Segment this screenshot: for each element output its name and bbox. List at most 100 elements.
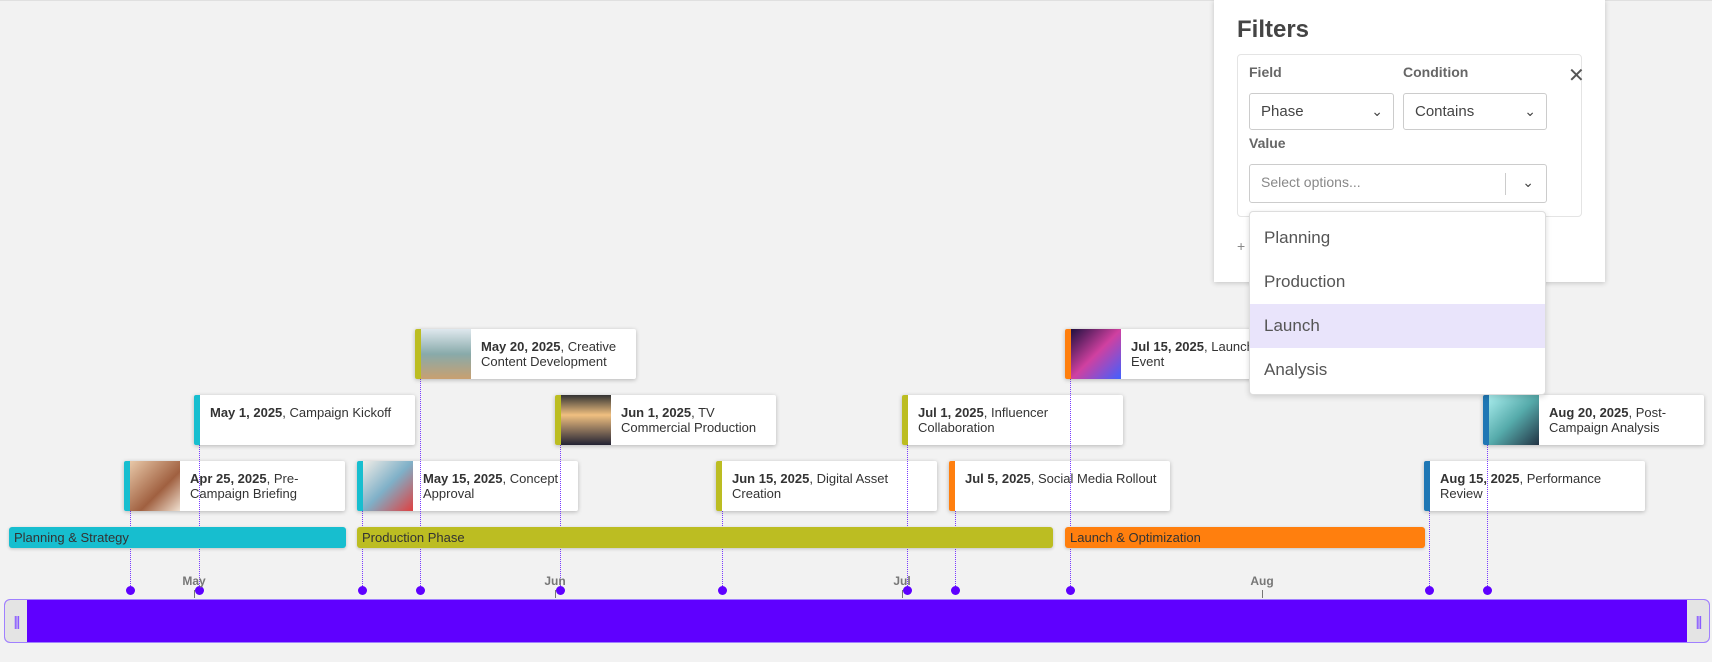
close-icon[interactable]: ✕ <box>1568 65 1585 87</box>
event-title: Influencer Collaboration <box>918 405 1049 435</box>
event-date: Jul 15, 2025 <box>1131 339 1204 354</box>
event-connector-line <box>199 445 200 590</box>
condition-select[interactable]: Contains ⌄ <box>1403 93 1547 130</box>
event-connector-line <box>1487 445 1488 590</box>
event-card[interactable]: Jun 15, 2025, Digital Asset Creation <box>716 461 937 511</box>
event-card[interactable]: Apr 25, 2025, Pre-Campaign Briefing <box>124 461 345 511</box>
event-date: May 1, 2025 <box>210 405 283 420</box>
month-tick <box>1262 590 1263 598</box>
event-title: Concept Approval <box>423 471 559 501</box>
event-date: May 20, 2025 <box>481 339 561 354</box>
event-dot[interactable] <box>1483 586 1492 595</box>
event-connector-line <box>955 511 956 590</box>
event-phase-marker <box>1483 395 1489 445</box>
event-dot[interactable] <box>195 586 204 595</box>
event-text: Aug 15, 2025, Performance Review <box>1440 471 1602 501</box>
event-phase-marker <box>415 329 421 379</box>
event-text: May 15, 2025, Concept Approval <box>423 471 559 501</box>
event-card[interactable]: Jul 1, 2025, Influencer Collaboration <box>902 395 1123 445</box>
event-date: Jun 1, 2025 <box>621 405 692 420</box>
option-production[interactable]: Production <box>1264 272 1346 291</box>
event-dot[interactable] <box>358 586 367 595</box>
event-dot[interactable] <box>416 586 425 595</box>
timeline-range-slider[interactable]: ||| ||| <box>4 599 1710 643</box>
event-title: Social Media Rollout <box>1038 471 1157 486</box>
option-launch[interactable]: Launch <box>1250 304 1545 348</box>
event-card[interactable]: Aug 15, 2025, Performance Review <box>1424 461 1645 511</box>
event-text: Aug 20, 2025, Post-Campaign Analysis <box>1549 405 1667 435</box>
event-dot[interactable] <box>556 586 565 595</box>
event-card[interactable]: May 20, 2025, Creative Content Developme… <box>415 329 636 379</box>
field-select[interactable]: Phase ⌄ <box>1249 93 1394 130</box>
phase-bar-planning[interactable]: Planning & Strategy <box>9 527 346 548</box>
event-title: Launch Event <box>1131 339 1254 369</box>
field-select-value: Phase <box>1261 103 1304 120</box>
event-text: Jun 15, 2025, Digital Asset Creation <box>732 471 889 501</box>
event-card[interactable]: Aug 20, 2025, Post-Campaign Analysis <box>1483 395 1704 445</box>
month-label: Jun <box>544 574 566 588</box>
event-text: Apr 25, 2025, Pre-Campaign Briefing <box>190 471 299 501</box>
event-date: Jul 5, 2025 <box>965 471 1031 486</box>
condition-select-value: Contains <box>1415 103 1475 120</box>
option-planning[interactable]: Planning <box>1264 228 1331 247</box>
event-title: Campaign Kickoff <box>289 405 392 420</box>
value-multiselect[interactable]: Select options... ⌄ <box>1249 164 1547 203</box>
month-label: Aug <box>1250 574 1274 588</box>
condition-label: Condition <box>1403 64 1469 80</box>
phase-bar-production[interactable]: Production Phase <box>357 527 1053 548</box>
option-analysis[interactable]: Analysis <box>1264 360 1328 379</box>
event-text: Jun 1, 2025, TV Commercial Production <box>621 405 757 435</box>
event-phase-marker <box>949 461 955 511</box>
event-dot[interactable] <box>903 586 912 595</box>
event-phase-marker <box>555 395 561 445</box>
event-date: Jun 15, 2025 <box>732 471 810 486</box>
month-tick <box>902 590 903 598</box>
event-date: Apr 25, 2025 <box>190 471 267 486</box>
month-label: May <box>182 574 206 588</box>
event-connector-line <box>420 379 421 590</box>
event-thumbnail-image <box>1071 329 1121 379</box>
event-thumbnail-image <box>130 461 180 511</box>
event-card[interactable]: May 1, 2025, Campaign Kickoff <box>194 395 415 445</box>
event-phase-marker <box>1424 461 1430 511</box>
event-card[interactable]: Jul 5, 2025, Social Media Rollout <box>949 461 1170 511</box>
event-dot[interactable] <box>718 586 727 595</box>
range-handle-left[interactable]: ||| <box>5 600 27 642</box>
month-tick <box>194 590 195 598</box>
chevron-down-icon: ⌄ <box>1371 103 1383 119</box>
event-phase-marker <box>357 461 363 511</box>
range-handle-right[interactable]: ||| <box>1687 600 1709 642</box>
event-connector-line <box>130 511 131 590</box>
event-thumbnail-image <box>561 395 611 445</box>
event-text: May 1, 2025, Campaign Kickoff <box>210 405 392 420</box>
separator <box>1505 173 1506 195</box>
event-text: Jul 15, 2025, Launch Event <box>1131 339 1254 369</box>
event-phase-marker <box>902 395 908 445</box>
event-card[interactable]: Jun 1, 2025, TV Commercial Production <box>555 395 776 445</box>
add-filter-button[interactable]: + <box>1237 238 1246 254</box>
event-dot[interactable] <box>951 586 960 595</box>
event-dot[interactable] <box>126 586 135 595</box>
event-phase-marker <box>124 461 130 511</box>
event-dot[interactable] <box>1066 586 1075 595</box>
event-connector-line <box>560 445 561 590</box>
event-card[interactable]: May 15, 2025, Concept Approval <box>357 461 578 511</box>
event-title: Post-Campaign Analysis <box>1549 405 1667 435</box>
value-options-dropdown: Planning Production Launch Analysis <box>1249 211 1546 395</box>
event-text: May 20, 2025, Creative Content Developme… <box>481 339 617 369</box>
filter-rule: ✕ Field Condition Phase ⌄ Contains ⌄ Value… <box>1237 54 1585 217</box>
month-label: Jul <box>893 574 911 588</box>
event-dot[interactable] <box>1425 586 1434 595</box>
event-title: Pre-Campaign Briefing <box>190 471 299 501</box>
top-border <box>0 0 1712 1</box>
value-placeholder: Select options... <box>1261 174 1361 190</box>
event-thumbnail-image <box>363 461 413 511</box>
chevron-down-icon[interactable]: ⌄ <box>1522 174 1534 190</box>
event-phase-marker <box>194 395 200 445</box>
field-label: Field <box>1249 64 1282 80</box>
event-title: Digital Asset Creation <box>732 471 889 501</box>
phase-bar-launch[interactable]: Launch & Optimization <box>1065 527 1425 548</box>
filters-title: Filters <box>1237 16 1310 43</box>
event-connector-line <box>362 511 363 590</box>
event-thumbnail-image <box>1489 395 1539 445</box>
